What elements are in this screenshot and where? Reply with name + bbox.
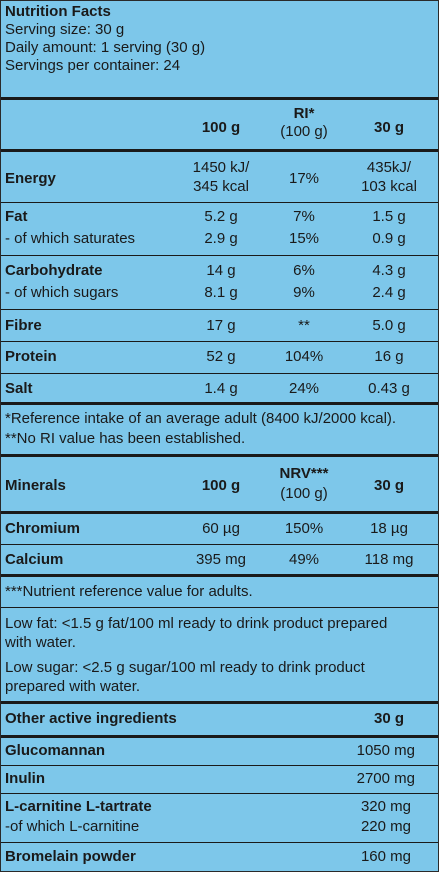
saturates-ri: 15% [288, 230, 320, 247]
active-col-30g: 30 g [373, 710, 404, 727]
servings-per-container: Servings per container: 24 [5, 57, 181, 74]
row-calcium-label: Calcium [5, 551, 64, 568]
minerals-title: Minerals [5, 477, 66, 494]
fibre-ri: ** [298, 317, 310, 334]
sugars-ri: 9% [293, 284, 315, 301]
label-title: Nutrition Facts [5, 3, 111, 20]
active-ingredients-title: Other active ingredients [5, 710, 177, 727]
energy-30g-kcal: 103 kcal [361, 178, 417, 195]
row-fat-label: Fat [5, 208, 28, 225]
divider [1, 97, 438, 100]
protein-100g: 52 g [206, 348, 236, 365]
carbohydrate-30g: 4.3 g [372, 262, 406, 279]
row-fibre-label: Fibre [5, 317, 42, 334]
row-energy-label: Energy [5, 170, 56, 187]
row-saturates-label: - of which saturates [5, 230, 136, 247]
divider [1, 842, 438, 843]
row-sugars-label: - of which sugars [5, 284, 119, 301]
calcium-30g: 118 mg [364, 551, 414, 568]
row-carnitine-label: -of which L-carnitine [5, 818, 140, 835]
low-sugar-claim-line1: Low sugar: <2.5 g sugar/100 ml ready to … [5, 659, 365, 676]
divider [1, 735, 438, 738]
inulin-30g: 2700 mg [356, 770, 415, 787]
low-sugar-claim-line2: prepared with water. [5, 678, 141, 695]
chromium-nrv: 150% [284, 520, 324, 537]
ri-footnote: *Reference intake of an average adult (8… [5, 410, 397, 427]
divider [1, 607, 438, 608]
divider [1, 255, 438, 256]
sugars-100g: 8.1 g [204, 284, 238, 301]
carnitine-30g: 220 mg [360, 818, 412, 835]
carbohydrate-ri: 6% [293, 262, 315, 279]
fibre-30g: 5.0 g [372, 317, 406, 334]
salt-ri: 24% [288, 380, 320, 397]
minerals-col-100g: 100 g [201, 477, 241, 494]
protein-ri: 104% [284, 348, 324, 365]
col-header-ri-sub: (100 g) [280, 123, 328, 140]
glucomannan-30g: 1050 mg [356, 742, 415, 759]
energy-100g-kj: 1450 kJ/ [192, 159, 250, 176]
row-salt-label: Salt [5, 380, 33, 397]
no-ri-footnote: **No RI value has been established. [5, 430, 246, 447]
col-header-100g: 100 g [201, 119, 241, 136]
divider [1, 402, 438, 405]
carbohydrate-100g: 14 g [206, 262, 236, 279]
salt-100g: 1.4 g [204, 380, 238, 397]
minerals-col-30g: 30 g [373, 477, 404, 494]
serving-size: Serving size: 30 g [5, 21, 125, 38]
divider [1, 574, 438, 577]
divider [1, 373, 438, 374]
divider [1, 309, 438, 310]
row-carbohydrate-label: Carbohydrate [5, 262, 103, 279]
saturates-30g: 0.9 g [372, 230, 406, 247]
fat-30g: 1.5 g [372, 208, 406, 225]
row-bromelain-label: Bromelain powder [5, 848, 136, 865]
fat-100g: 5.2 g [204, 208, 238, 225]
row-carnitine-tartrate-label: L-carnitine L-tartrate [5, 798, 152, 815]
nrv-footnote: ***Nutrient reference value for adults. [5, 583, 253, 600]
fat-ri: 7% [293, 208, 315, 225]
row-protein-label: Protein [5, 348, 57, 365]
chromium-30g: 18 µg [370, 520, 408, 537]
fibre-100g: 17 g [206, 317, 236, 334]
energy-ri: 17% [288, 170, 320, 187]
salt-30g: 0.43 g [368, 380, 410, 397]
sugars-30g: 2.4 g [372, 284, 406, 301]
row-chromium-label: Chromium [5, 520, 80, 537]
saturates-100g: 2.9 g [204, 230, 238, 247]
daily-amount: Daily amount: 1 serving (30 g) [5, 39, 206, 56]
calcium-100g: 395 mg [195, 551, 247, 568]
energy-100g-kcal: 345 kcal [193, 178, 249, 195]
label-header: Nutrition Facts Serving size: 30 g Daily… [5, 3, 205, 75]
col-header-ri: RI* [293, 105, 315, 122]
chromium-100g: 60 µg [202, 520, 240, 537]
minerals-col-nrv-sub: (100 g) [280, 485, 328, 502]
divider [1, 544, 438, 545]
minerals-col-nrv: NRV*** [279, 465, 329, 482]
carnitine-tartrate-30g: 320 mg [360, 798, 412, 815]
divider [1, 701, 438, 704]
divider [1, 202, 438, 203]
bromelain-30g: 160 mg [360, 848, 412, 865]
energy-30g-kj: 435kJ/ [366, 159, 412, 176]
calcium-nrv: 49% [288, 551, 320, 568]
row-glucomannan-label: Glucomannan [5, 742, 106, 759]
divider [1, 793, 438, 794]
low-fat-claim-line1: Low fat: <1.5 g fat/100 ml ready to drin… [5, 615, 388, 632]
divider [1, 454, 438, 457]
low-fat-claim-line2: with water. [5, 634, 76, 651]
divider [1, 765, 438, 766]
divider [1, 341, 438, 342]
col-header-30g: 30 g [373, 119, 404, 136]
divider [1, 511, 438, 514]
row-inulin-label: Inulin [5, 770, 45, 787]
protein-30g: 16 g [374, 348, 404, 365]
divider [1, 149, 438, 152]
